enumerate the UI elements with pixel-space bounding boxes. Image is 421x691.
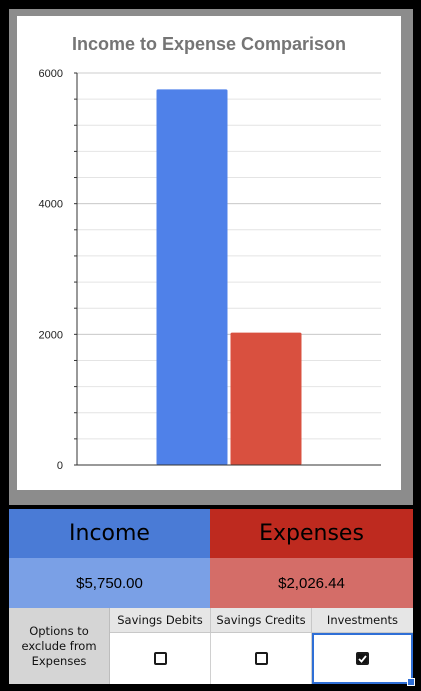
bar-income [156, 89, 228, 465]
savings-debits-cell[interactable] [110, 633, 211, 684]
option-header-investments: Investments [312, 608, 413, 633]
expenses-value: $2,026.44 [210, 558, 413, 608]
chart-panel: Income to Expense Comparison 0 2000 4000 60… [17, 16, 401, 490]
y-tick-label: 4000 [39, 199, 63, 211]
income-header: Income [9, 509, 210, 558]
savings-debits-checkbox[interactable] [153, 652, 167, 665]
option-header-savings-debits: Savings Debits [110, 608, 211, 633]
bars [156, 89, 302, 465]
selection-handle[interactable] [407, 678, 415, 686]
investments-cell[interactable] [312, 633, 415, 686]
summary-table: Income Expenses $5,750.00 $2,026.44 Opti… [9, 509, 415, 686]
y-tick-labels: 0 2000 4000 6000 [39, 68, 63, 472]
checkmark-icon [358, 654, 367, 663]
bar-expenses [230, 332, 302, 465]
income-expense-chart: Income to Expense Comparison 0 2000 4000 60… [39, 34, 381, 472]
y-tick-label: 6000 [39, 68, 63, 80]
grid-lines [77, 72, 381, 466]
axes [74, 72, 381, 466]
option-header-savings-credits: Savings Credits [211, 608, 312, 633]
savings-credits-checkbox[interactable] [254, 652, 268, 665]
investments-checkbox[interactable] [356, 652, 369, 665]
y-tick-label: 2000 [39, 329, 63, 341]
income-value: $5,750.00 [9, 558, 210, 608]
y-tick-label: 0 [57, 460, 63, 472]
chart-title: Income to Expense Comparison [72, 34, 346, 54]
expenses-header: Expenses [210, 509, 413, 558]
savings-credits-cell[interactable] [211, 633, 312, 684]
options-label: Options to exclude from Expenses [9, 608, 110, 684]
